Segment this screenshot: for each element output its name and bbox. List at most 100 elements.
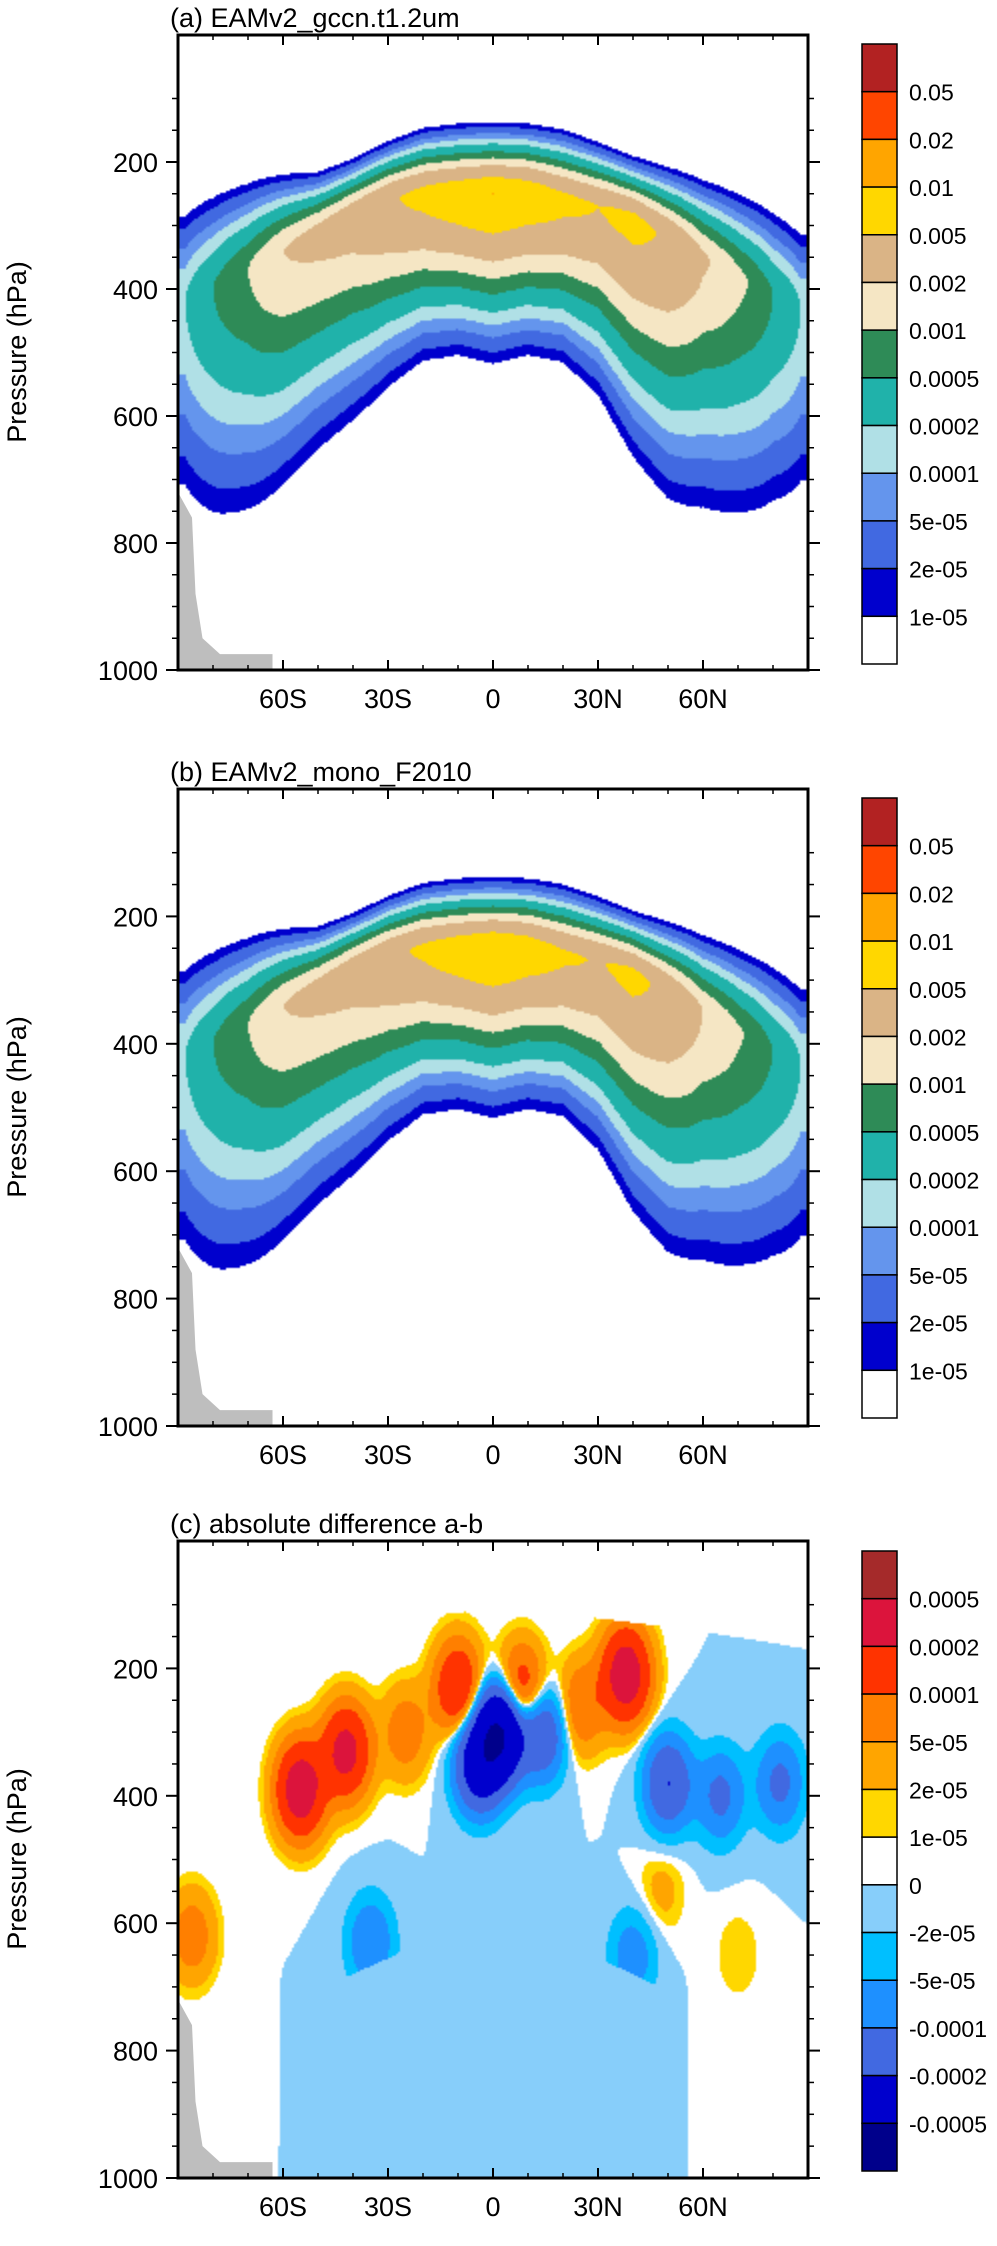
x-tick-label: 30N [573, 1440, 623, 1470]
colorbar-label: 0.0001 [909, 1215, 979, 1241]
colorbar-swatch [861, 1226, 898, 1276]
colorbar-swatch [861, 1931, 898, 1981]
colorbar-swatch [861, 844, 898, 895]
y-tick-label: 200 [113, 148, 158, 178]
colorbar-label: 1e-05 [909, 1825, 968, 1851]
colorbar-label: 0.02 [909, 881, 954, 907]
colorbar-swatch [861, 892, 898, 942]
colorbar-swatch [861, 472, 898, 522]
x-tick-label: 30S [364, 684, 412, 714]
colorbar-swatch [861, 1274, 898, 1324]
colorbar-swatch [861, 1788, 898, 1838]
colorbar-swatch [861, 377, 898, 427]
colorbar-swatch [861, 520, 898, 570]
colorbar-swatch [861, 940, 898, 990]
colorbar-label: -2e-05 [909, 1921, 975, 1947]
panel-b-ylabel: Pressure (hPa) [2, 1016, 32, 1198]
colorbar-swatch [861, 234, 898, 284]
colorbar-swatch [861, 1083, 898, 1133]
colorbar-swatch [861, 329, 898, 379]
panel-b-topography [178, 1247, 273, 1426]
panel-a-colorbar: 0.05 0.02 0.01 0.005 0.002 0.001 0.0005 0.0002 0… [861, 43, 979, 665]
y-tick-label: 600 [113, 1157, 158, 1187]
colorbar-swatch [861, 1693, 898, 1743]
y-tick-label: 600 [113, 402, 158, 432]
colorbar-swatch [861, 1550, 898, 1600]
x-tick-label: 30S [364, 2192, 412, 2222]
colorbar-swatch [861, 2074, 898, 2125]
colorbar-swatch [861, 1369, 898, 1419]
panel-c-axes: 60S 30S 0 30N 60N 200 400 600 800 1000 [98, 1541, 820, 2222]
panel-c-title: (c) absolute difference a-b [170, 1509, 483, 1539]
colorbar-swatch [861, 1884, 898, 1934]
colorbar-label: 0.002 [909, 270, 967, 296]
colorbar-swatch [861, 281, 898, 331]
x-tick-label: 30S [364, 1440, 412, 1470]
colorbar-label: 2e-05 [909, 557, 968, 583]
panel-c-contour-field [178, 1541, 808, 2178]
x-tick-label: 30N [573, 2192, 623, 2222]
x-tick-label: 60S [259, 2192, 307, 2222]
y-tick-label: 400 [113, 275, 158, 305]
colorbar-swatch [861, 424, 898, 474]
y-tick-label: 800 [113, 2037, 158, 2067]
panel-b-field [178, 789, 808, 1426]
colorbar-swatch [861, 988, 898, 1038]
colorbar-label: 0.001 [909, 1072, 967, 1098]
x-tick-label: 0 [485, 684, 500, 714]
colorbar-swatch [861, 138, 898, 188]
colorbar-swatch [861, 90, 898, 141]
panel-c-colorbar: 0.0005 0.0002 0.0001 5e-05 2e-05 1e-05 0 -2e-05… [861, 1550, 987, 2172]
colorbar-label: -5e-05 [909, 1968, 975, 1994]
panel-a-field [178, 35, 808, 670]
colorbar-swatch [861, 1035, 898, 1085]
colorbar-label: 0.0002 [909, 414, 979, 440]
colorbar-label: 0.01 [909, 929, 954, 955]
panel-a-ylabel: Pressure (hPa) [2, 261, 32, 443]
colorbar-label: 1e-05 [909, 1358, 968, 1384]
y-tick-label: 1000 [98, 2164, 158, 2194]
panel-a-title: (a) EAMv2_gccn.t1.2um [170, 3, 460, 33]
panel-c-field [178, 1541, 808, 2178]
colorbar-label: -0.0001 [909, 2016, 987, 2042]
colorbar-label: 0.05 [909, 834, 954, 860]
colorbar-label: 0.002 [909, 1024, 967, 1050]
colorbar-label: 0.0002 [909, 1634, 979, 1660]
x-tick-label: 60N [678, 1440, 728, 1470]
y-tick-label: 400 [113, 1030, 158, 1060]
colorbar-swatch [861, 1131, 898, 1181]
colorbar-swatch [861, 797, 898, 847]
colorbar-swatch [861, 43, 898, 93]
colorbar-swatch [861, 567, 898, 618]
x-tick-label: 30N [573, 684, 623, 714]
y-tick-label: 200 [113, 902, 158, 932]
colorbar-swatch [861, 186, 898, 236]
colorbar-label: 5e-05 [909, 1730, 968, 1756]
panel-c-ylabel: Pressure (hPa) [2, 1768, 32, 1950]
panel-b-axes: 60S 30S 0 30N 60N 200 400 600 800 1000 [98, 789, 820, 1470]
colorbar-label: -0.0005 [909, 2111, 987, 2137]
panel-a-axes: 60S 30S 0 30N 60N 200 400 600 800 1000 [98, 35, 820, 714]
y-tick-label: 1000 [98, 656, 158, 686]
colorbar-swatch [861, 1178, 898, 1228]
colorbar-label: 0.0002 [909, 1168, 979, 1194]
colorbar-label: 5e-05 [909, 509, 968, 535]
colorbar-swatch [861, 1321, 898, 1372]
x-tick-label: 0 [485, 2192, 500, 2222]
colorbar-swatch [861, 1597, 898, 1648]
panel-b-contour-field [178, 789, 808, 1426]
panel-a-contour-field [178, 35, 808, 670]
colorbar-label: 0.02 [909, 127, 954, 153]
panel-a: (a) EAMv2_gccn.t1.2um 60S 30S 0 30N 60N 200 40… [2, 3, 979, 714]
y-tick-label: 600 [113, 1909, 158, 1939]
y-tick-label: 1000 [98, 1412, 158, 1442]
x-tick-label: 60S [259, 1440, 307, 1470]
colorbar-label: 0.0001 [909, 461, 979, 487]
y-tick-label: 400 [113, 1782, 158, 1812]
colorbar-label: 0.005 [909, 977, 967, 1003]
colorbar-label: 1e-05 [909, 604, 968, 630]
colorbar-label: 0.001 [909, 318, 967, 344]
panel-b: (b) EAMv2_mono_F2010 60S 30S 0 30N 60N 200 400… [2, 757, 979, 1470]
colorbar-label: 0 [909, 1873, 922, 1899]
